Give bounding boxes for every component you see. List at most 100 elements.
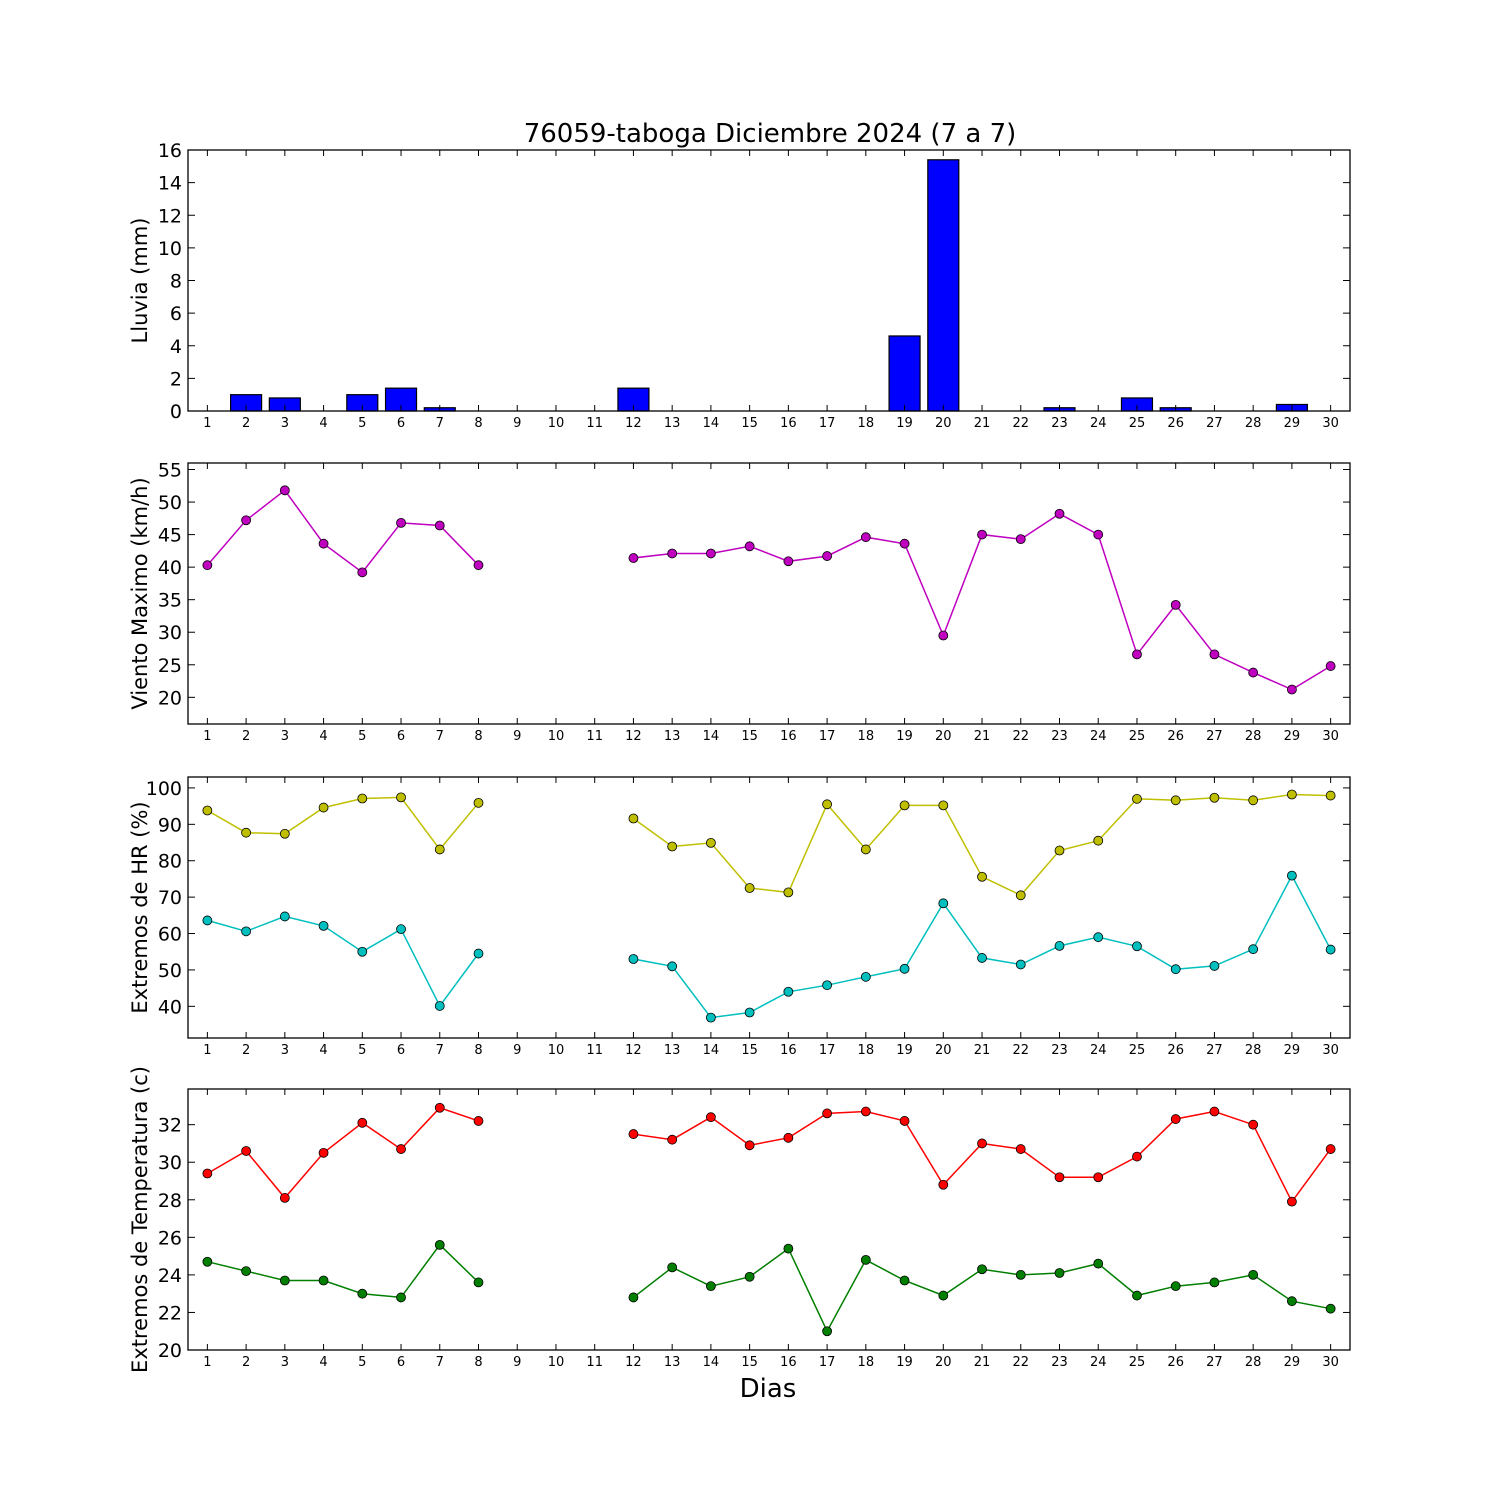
y-tick-label: 6: [170, 303, 182, 325]
y-axis-label: Extremos de Temperatura (c): [128, 1066, 152, 1373]
x-tick-label: 4: [319, 416, 327, 431]
point-day-25: [1132, 941, 1142, 952]
point-day-20: [938, 1179, 949, 1190]
x-axis-label: Dias: [740, 1374, 797, 1404]
point-day-13: [667, 841, 678, 852]
x-tick-label: 11: [586, 1043, 603, 1058]
x-tick-label: 2: [242, 729, 250, 744]
point-day-6: [396, 1144, 406, 1154]
y-tick-label: 40: [158, 557, 182, 579]
point-day-3: [279, 911, 290, 922]
point-day-15: [744, 883, 755, 893]
point-day-24: [1093, 529, 1104, 540]
series-1: [202, 485, 1336, 695]
x-tick-label: 1: [203, 1355, 211, 1370]
x-tick-label: 2: [242, 416, 250, 431]
point-day-14: [706, 1112, 716, 1123]
point-day-26: [1170, 599, 1181, 610]
x-tick-label: 2: [242, 1043, 250, 1058]
point-day-25: [1132, 1290, 1142, 1301]
point-day-29: [1287, 789, 1297, 800]
x-tick-label: 26: [1167, 1043, 1184, 1058]
x-tick-label: 16: [780, 1355, 797, 1370]
x-tick-label: 10: [548, 1043, 565, 1058]
x-tick-label: 10: [548, 1355, 565, 1370]
x-tick-label: 5: [358, 1355, 366, 1370]
point-day-28: [1248, 1119, 1259, 1130]
x-tick-label: 7: [436, 1355, 444, 1370]
x-tick-label: 6: [397, 416, 405, 431]
point-day-6: [396, 924, 406, 935]
point-day-2: [241, 515, 252, 526]
x-tick-label: 18: [858, 416, 875, 431]
point-day-25: [1132, 649, 1142, 660]
x-tick-label: 19: [896, 1355, 913, 1370]
point-day-7: [434, 1001, 445, 1011]
point-day-17: [822, 1108, 832, 1119]
panels: 1 2 3 4 5 6 7 8 9 10 11 12 13 14 15 16 17 18 19 20 21 22 23 24 2…: [128, 140, 1351, 1373]
x-tick-label: 10: [548, 729, 565, 744]
x-tick-label: 11: [586, 1355, 603, 1370]
point-day-14: [706, 837, 716, 848]
point-day-1: [202, 560, 213, 571]
x-tick-label: 25: [1129, 416, 1146, 431]
y-tick-label: 28: [158, 1190, 182, 1212]
x-tick-label: 14: [703, 1355, 720, 1370]
x-tick-label: 27: [1206, 1043, 1223, 1058]
panel-2: 1 2 3 4 5 6 7 8 9 10 11 12 13 14 15 16 17 18 19 20 21 22 23 24 2…: [128, 460, 1351, 744]
y-tick-label: 30: [158, 1152, 182, 1174]
point-day-24: [1093, 1172, 1104, 1183]
y-tick-label: 20: [158, 1340, 182, 1362]
x-tick-label: 15: [741, 1043, 758, 1058]
y-tick-label: 80: [158, 851, 182, 873]
point-day-23: [1054, 508, 1065, 519]
point-day-30: [1325, 944, 1336, 955]
x-tick-label: 5: [358, 416, 366, 431]
x-tick-label: 17: [819, 1043, 836, 1058]
x-tick-label: 16: [780, 729, 797, 744]
point-day-12: [628, 553, 639, 563]
point-day-19: [899, 800, 910, 811]
x-tick-label: 30: [1322, 1043, 1339, 1058]
y-tick-label: 45: [158, 525, 182, 547]
point-day-1: [202, 915, 213, 926]
x-tick-label: 25: [1129, 1355, 1146, 1370]
point-day-5: [357, 1288, 368, 1299]
point-day-15: [744, 541, 755, 552]
x-tick-label: 8: [474, 1043, 482, 1058]
y-tick-label: 90: [158, 814, 182, 836]
x-tick-label: 20: [935, 1043, 952, 1058]
point-day-2: [241, 926, 252, 937]
y-tick-label: 40: [158, 996, 182, 1018]
x-tick-label: 4: [319, 729, 327, 744]
point-day-18: [860, 971, 871, 982]
point-day-1: [202, 1256, 213, 1267]
y-tick-label: 60: [158, 924, 182, 946]
point-day-1: [202, 805, 213, 816]
y-tick-label: 0: [170, 401, 182, 423]
point-day-15: [744, 1271, 755, 1282]
point-day-15: [744, 1007, 755, 1018]
point-day-23: [1054, 845, 1065, 856]
x-tick-label: 11: [586, 729, 603, 744]
point-day-28: [1248, 944, 1259, 955]
point-day-17: [822, 551, 832, 561]
y-tick-label: 50: [158, 492, 182, 514]
x-tick-label: 1: [203, 1043, 211, 1058]
x-tick-label: 29: [1284, 1043, 1301, 1058]
x-tick-label: 26: [1167, 729, 1184, 744]
x-tick-label: 27: [1206, 729, 1223, 744]
point-day-29: [1287, 1196, 1297, 1207]
x-tick-label: 30: [1322, 729, 1339, 744]
x-tick-label: 13: [664, 729, 681, 744]
x-tick-label: 28: [1245, 729, 1262, 744]
point-day-3: [279, 828, 290, 839]
point-day-17: [822, 799, 832, 810]
point-day-21: [977, 529, 987, 540]
x-tick-label: 3: [281, 416, 289, 431]
point-day-6: [396, 517, 406, 528]
point-day-8: [473, 797, 484, 808]
x-tick-label: 8: [474, 729, 482, 744]
point-day-16: [783, 1243, 794, 1254]
x-tick-label: 28: [1245, 1043, 1262, 1058]
